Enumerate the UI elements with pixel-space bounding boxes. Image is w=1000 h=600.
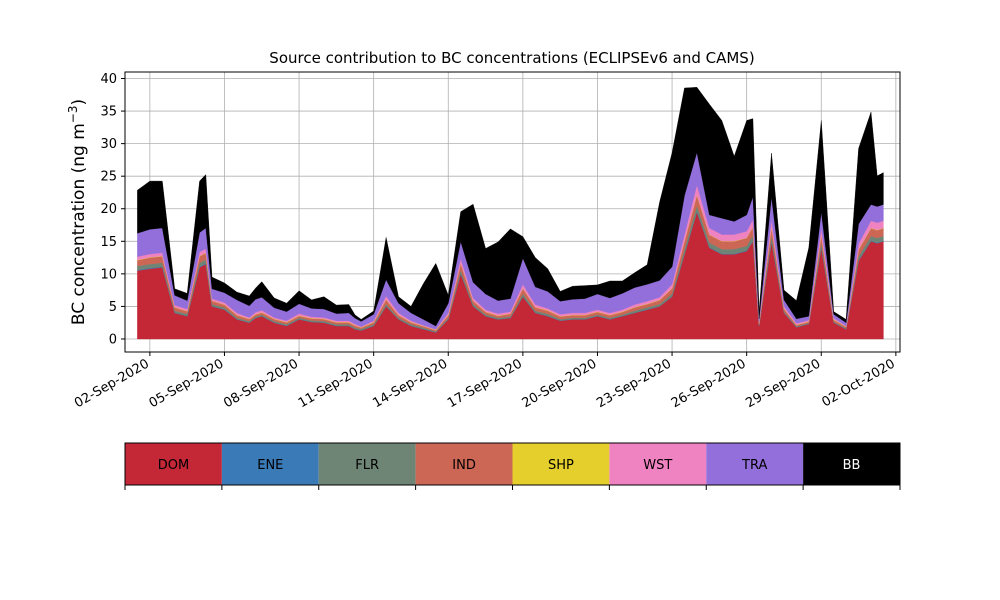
y-tick-label: 30 xyxy=(100,137,117,152)
x-tick-label: 17-Sep-2020 xyxy=(445,356,525,411)
legend-swatch-flr xyxy=(318,443,416,485)
legend-swatch-wst xyxy=(609,443,707,485)
x-tick-label: 20-Sep-2020 xyxy=(520,356,600,411)
legend-label-bb: BB xyxy=(843,458,861,473)
x-tick-label: 08-Sep-2020 xyxy=(221,356,301,411)
x-tick-label: 11-Sep-2020 xyxy=(296,356,376,411)
y-tick-label: 5 xyxy=(109,300,117,315)
chart-title: Source contribution to BC concentrations… xyxy=(269,49,754,67)
y-tick-label: 0 xyxy=(109,332,117,347)
x-tick-label: 23-Sep-2020 xyxy=(594,356,674,411)
legend-swatch-tra xyxy=(706,443,804,485)
y-axis-ticks: 0 5 10 15 20 25 30 35 40 xyxy=(100,72,125,347)
legend-swatch-dom xyxy=(125,443,222,485)
x-tick-label: 02-Oct-2020 xyxy=(819,356,897,410)
legend-label-shp: SHP xyxy=(548,458,574,473)
y-tick-label: 10 xyxy=(100,267,117,282)
stacked-areas xyxy=(137,87,884,340)
x-tick-label: 29-Sep-2020 xyxy=(743,356,823,411)
y-axis-label: BC concentration (ng m−3) xyxy=(66,99,89,325)
legend-label-ind: IND xyxy=(452,458,476,473)
legend-label-dom: DOM xyxy=(158,458,189,473)
legend-label-ene: ENE xyxy=(257,458,283,473)
legend-colorbar: DOM ENE FLR IND SHP WST TRA BB xyxy=(124,442,901,490)
y-tick-label: 20 xyxy=(100,202,117,217)
legend-label-wst: WST xyxy=(643,458,672,473)
plot-frame xyxy=(124,71,901,353)
x-axis-ticks: 02-Sep-202005-Sep-202008-Sep-202011-Sep-… xyxy=(72,352,898,411)
legend-label-tra: TRA xyxy=(741,458,767,473)
y-tick-label: 40 xyxy=(100,72,117,87)
y-tick-label: 15 xyxy=(100,235,117,250)
y-tick-label: 35 xyxy=(100,105,117,120)
x-tick-label: 14-Sep-2020 xyxy=(370,356,450,411)
legend-swatch-bb xyxy=(803,443,900,485)
legend-swatch-ind xyxy=(415,443,513,485)
legend-swatch-ene xyxy=(221,443,319,485)
x-tick-label: 05-Sep-2020 xyxy=(147,356,227,411)
area-bb xyxy=(137,87,884,327)
legend-label-flr: FLR xyxy=(355,458,379,473)
y-tick-label: 25 xyxy=(100,170,117,185)
x-tick-label: 02-Sep-2020 xyxy=(72,356,152,411)
legend-swatch-shp xyxy=(512,443,610,485)
x-tick-label: 26-Sep-2020 xyxy=(669,356,749,411)
